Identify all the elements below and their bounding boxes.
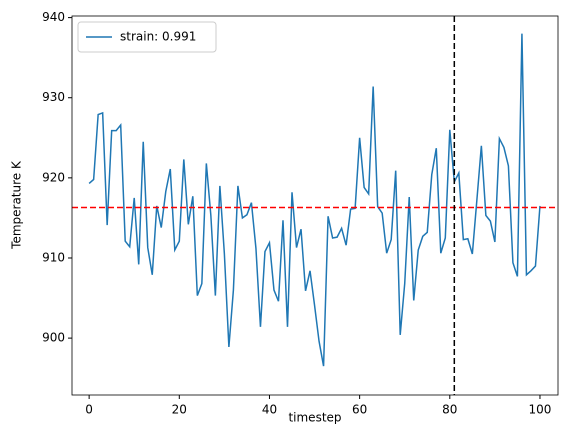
x-tick-label: 60 [352,403,367,417]
y-tick-label: 920 [42,170,65,184]
y-tick-label: 930 [42,90,65,104]
x-axis-label: timestep [288,411,341,425]
x-tick-label: 0 [85,403,93,417]
y-tick-label: 910 [42,250,65,264]
y-axis-label: Temperature K [10,160,24,250]
legend-box [77,21,217,53]
legend-label: strain: 0.991 [120,30,196,44]
x-tick-label: 100 [529,403,552,417]
plot-frame [71,15,559,396]
y-tick-label: 940 [42,10,65,24]
y-tick-label: 900 [42,331,65,345]
x-tick-label: 20 [172,403,187,417]
x-tick-label: 40 [262,403,277,417]
data-line [88,33,541,367]
x-tick-label: 80 [442,403,457,417]
